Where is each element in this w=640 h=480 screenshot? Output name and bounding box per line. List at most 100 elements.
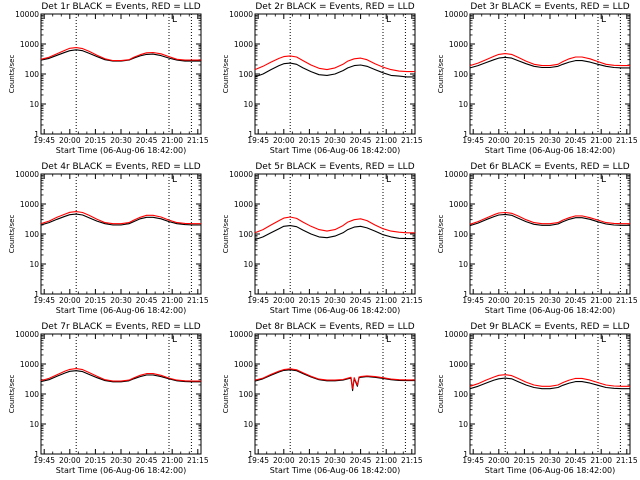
panel-title: Det 4r BLACK = Events, RED = LLD xyxy=(41,162,200,172)
x-axis-label: Start Time (06-Aug-06 18:42:00) xyxy=(270,146,401,155)
x-tick-label: 20:45 xyxy=(565,296,587,305)
lld-series-line xyxy=(254,55,415,73)
y-tick-label: 1 xyxy=(34,130,39,139)
marker-label: L xyxy=(172,175,177,185)
x-tick-label: 21:00 xyxy=(590,296,612,305)
y-tick-label: 1 xyxy=(34,290,39,299)
x-tick-label: 20:45 xyxy=(136,296,158,305)
x-tick-label: 20:30 xyxy=(539,136,561,145)
panel-det-6r: Det 6r BLACK = Events, RED = LLD 1 10 100 10… xyxy=(437,162,638,315)
y-axis-label: Counts/sec xyxy=(8,215,16,254)
events-series-line xyxy=(40,370,201,383)
plot-frame xyxy=(40,13,202,135)
x-axis-label: Start Time (06-Aug-06 18:42:00) xyxy=(270,466,401,475)
y-axis-label: Counts/sec xyxy=(222,55,230,94)
x-tick-label: 20:00 xyxy=(273,456,295,465)
y-tick-label: 1000 xyxy=(234,40,253,49)
x-tick-label: 20:15 xyxy=(299,136,321,145)
y-tick-label: 100 xyxy=(454,70,469,79)
events-series-line xyxy=(254,369,415,392)
x-tick-label: 21:00 xyxy=(161,456,183,465)
panel-title: Det 3r BLACK = Events, RED = LLD xyxy=(470,2,629,12)
y-tick-label: 100 xyxy=(239,70,254,79)
events-series-line xyxy=(254,62,415,78)
plot-frame xyxy=(254,173,416,295)
x-tick-label: 21:15 xyxy=(401,136,423,145)
y-tick-label: 1000 xyxy=(20,200,39,209)
y-tick-label: 100 xyxy=(454,230,469,239)
x-tick-label: 20:30 xyxy=(539,456,561,465)
y-tick-label: 1 xyxy=(34,450,39,459)
y-tick-label: 1000 xyxy=(449,360,468,369)
x-tick-label: 20:45 xyxy=(136,456,158,465)
lld-series-line xyxy=(469,211,630,225)
x-tick-label: 21:15 xyxy=(187,296,209,305)
x-tick-label: 19:45 xyxy=(462,136,484,145)
x-tick-label: 21:15 xyxy=(616,456,638,465)
y-tick-label: 1000 xyxy=(234,200,253,209)
x-tick-label: 20:00 xyxy=(488,456,510,465)
panel-title: Det 5r BLACK = Events, RED = LLD xyxy=(255,162,414,172)
x-tick-label: 20:15 xyxy=(85,136,107,145)
panel-det-1r: Det 1r BLACK = Events, RED = LLD 1 10 100 10… xyxy=(8,2,209,155)
marker-label: L xyxy=(601,175,606,185)
x-tick-label: 20:15 xyxy=(85,456,107,465)
x-tick-label: 21:15 xyxy=(187,456,209,465)
x-tick-label: 20:15 xyxy=(514,136,536,145)
x-tick-label: 20:00 xyxy=(59,136,81,145)
y-axis-label: Counts/sec xyxy=(222,215,230,254)
y-axis-label: Counts/sec xyxy=(437,55,445,94)
y-tick-label: 1 xyxy=(463,290,468,299)
x-tick-label: 21:15 xyxy=(401,296,423,305)
marker-label: L xyxy=(386,15,391,25)
plot-frame xyxy=(40,333,202,455)
y-axis-label: Counts/sec xyxy=(222,375,230,414)
x-tick-label: 20:00 xyxy=(488,136,510,145)
x-tick-label: 20:15 xyxy=(514,456,536,465)
y-tick-label: 10 xyxy=(458,420,468,429)
lld-series-line xyxy=(40,368,201,382)
panel-title: Det 7r BLACK = Events, RED = LLD xyxy=(41,322,200,332)
marker-label: L xyxy=(172,335,177,345)
x-tick-label: 20:30 xyxy=(324,456,346,465)
x-axis-label: Start Time (06-Aug-06 18:42:00) xyxy=(485,146,616,155)
panel-title: Det 8r BLACK = Events, RED = LLD xyxy=(255,322,414,332)
panel-det-9r: Det 9r BLACK = Events, RED = LLD 1 10 100 10… xyxy=(437,322,638,475)
events-series-line xyxy=(254,225,415,241)
x-axis-label: Start Time (06-Aug-06 18:42:00) xyxy=(485,306,616,315)
x-tick-label: 19:45 xyxy=(33,296,55,305)
plot-frame xyxy=(469,173,631,295)
marker-label: L xyxy=(601,15,606,25)
y-tick-label: 10 xyxy=(29,420,39,429)
y-tick-label: 10000 xyxy=(229,170,253,179)
x-tick-label: 19:45 xyxy=(462,456,484,465)
plot-frame xyxy=(469,333,631,455)
x-tick-label: 20:30 xyxy=(110,456,132,465)
x-tick-label: 21:15 xyxy=(616,296,638,305)
y-tick-label: 1 xyxy=(248,450,253,459)
x-tick-label: 20:45 xyxy=(136,136,158,145)
panel-title: Det 2r BLACK = Events, RED = LLD xyxy=(255,2,414,12)
y-tick-label: 10000 xyxy=(444,170,468,179)
y-tick-label: 10 xyxy=(243,260,253,269)
y-tick-label: 100 xyxy=(454,390,469,399)
panel-det-2r: Det 2r BLACK = Events, RED = LLD 1 10 100 10… xyxy=(222,2,423,155)
lld-series-line xyxy=(469,374,630,387)
y-tick-label: 100 xyxy=(25,70,40,79)
x-tick-label: 21:00 xyxy=(375,296,397,305)
plot-frame xyxy=(40,173,202,295)
y-tick-label: 10 xyxy=(29,100,39,109)
panel-det-7r: Det 7r BLACK = Events, RED = LLD 1 10 100 10… xyxy=(8,322,209,475)
y-tick-label: 100 xyxy=(239,390,254,399)
events-series-line xyxy=(469,213,630,227)
x-tick-label: 20:30 xyxy=(110,296,132,305)
panel-title: Det 1r BLACK = Events, RED = LLD xyxy=(41,2,200,12)
y-tick-label: 100 xyxy=(25,390,40,399)
y-tick-label: 1 xyxy=(248,130,253,139)
x-tick-label: 20:00 xyxy=(59,456,81,465)
panel-det-8r: Det 8r BLACK = Events, RED = LLD 1 10 100 10… xyxy=(222,322,423,475)
x-tick-label: 20:30 xyxy=(324,296,346,305)
lld-series-line xyxy=(254,368,415,390)
